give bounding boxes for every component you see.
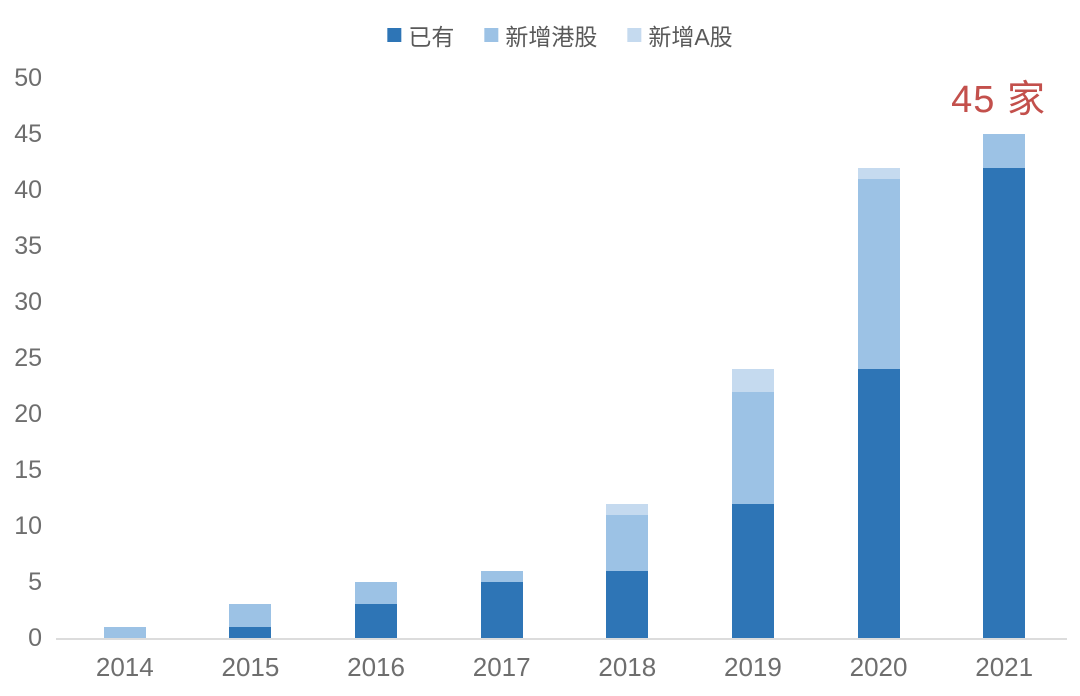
bar-segment xyxy=(731,503,774,638)
y-tick-label: 5 xyxy=(28,568,42,596)
bar-segment xyxy=(983,167,1026,638)
bar-slot-2018 xyxy=(565,78,691,638)
x-axis-line xyxy=(56,638,1067,640)
x-tick-label: 2021 xyxy=(975,652,1034,682)
bar-segment xyxy=(857,369,900,638)
bar-segment xyxy=(983,134,1026,168)
bar-segment xyxy=(229,626,272,638)
legend-item-2: 新增A股 xyxy=(627,18,733,52)
y-tick-label: 10 xyxy=(14,512,42,540)
legend: 已有 新增港股 新增A股 xyxy=(387,18,733,52)
bar-2015 xyxy=(229,604,272,638)
legend-swatch-icon xyxy=(627,28,642,42)
bar-segment xyxy=(606,514,649,571)
bar-slot-2015 xyxy=(188,78,314,638)
legend-label: 已有 xyxy=(408,24,455,50)
bar-slot-2016 xyxy=(313,78,439,638)
legend-label: 新增港股 xyxy=(505,24,598,50)
x-tick-label: 2016 xyxy=(347,652,405,682)
y-tick-label: 50 xyxy=(14,64,42,92)
y-tick-label: 0 xyxy=(28,624,42,652)
bar-series xyxy=(62,78,1067,638)
bar-segment xyxy=(731,369,774,392)
y-tick-label: 45 xyxy=(14,120,42,148)
y-tick-label: 30 xyxy=(14,288,42,316)
bar-slot-2014 xyxy=(62,78,188,638)
bar-slot-2017 xyxy=(439,78,565,638)
plot-area xyxy=(56,78,1067,640)
bar-slot-2021 xyxy=(941,78,1067,638)
bar-slot-2019 xyxy=(690,78,816,638)
bar-2018 xyxy=(606,503,649,638)
bar-segment xyxy=(480,570,523,582)
bar-segment xyxy=(731,391,774,504)
legend-item-1: 新增港股 xyxy=(484,18,597,52)
bar-2016 xyxy=(355,582,398,638)
y-axis-tick-labels: 50 45 40 35 30 25 20 15 10 5 0 xyxy=(0,63,42,653)
legend-item-0: 已有 xyxy=(387,18,454,52)
y-tick-label: 35 xyxy=(14,232,42,260)
legend-swatch-icon xyxy=(484,28,499,42)
bar-segment xyxy=(606,570,649,638)
bar-segment xyxy=(355,604,398,638)
bar-2021 xyxy=(983,134,1026,638)
bar-2019 xyxy=(731,369,774,638)
y-tick-label: 15 xyxy=(14,456,42,484)
x-tick-label: 2015 xyxy=(221,652,280,682)
legend-swatch-icon xyxy=(387,28,402,42)
x-tick-label: 2019 xyxy=(724,652,782,682)
x-tick-label: 2017 xyxy=(472,652,531,682)
bar-2017 xyxy=(480,570,523,638)
bar-segment xyxy=(355,582,398,605)
y-tick-label: 20 xyxy=(14,400,42,428)
bar-2020 xyxy=(857,167,900,638)
bar-segment xyxy=(606,503,649,515)
y-tick-label: 25 xyxy=(14,344,42,372)
bar-segment xyxy=(480,582,523,638)
total-annotation: 45 家 xyxy=(951,79,1046,121)
x-axis-tick-labels: 2014 2015 2016 2017 2018 2019 2020 2021 xyxy=(62,652,1067,683)
bar-segment xyxy=(229,604,272,627)
bar-segment xyxy=(857,178,900,370)
x-tick-label: 2018 xyxy=(598,652,657,682)
x-tick-label: 2014 xyxy=(95,652,154,682)
bar-slot-2020 xyxy=(816,78,942,638)
bar-2014 xyxy=(103,626,146,638)
legend-label: 新增A股 xyxy=(648,24,733,50)
y-tick-label: 40 xyxy=(14,176,42,204)
x-tick-label: 2020 xyxy=(849,652,908,682)
bar-segment xyxy=(857,167,900,179)
bar-segment xyxy=(103,626,146,638)
